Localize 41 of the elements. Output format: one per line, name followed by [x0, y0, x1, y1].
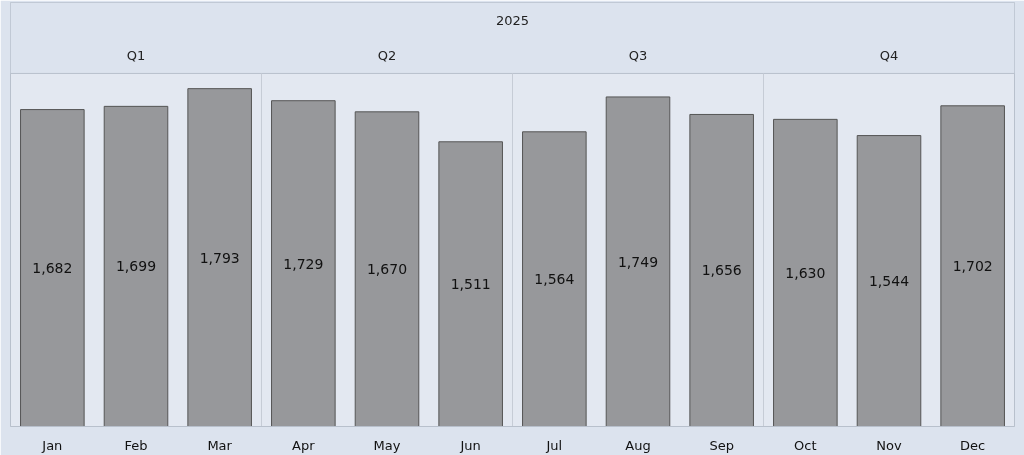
text: Q2 [377, 48, 397, 64]
x-tick-label: Aug [625, 437, 651, 453]
data-label: 1,682 [32, 260, 73, 277]
x-tick-label: Mar [207, 437, 233, 453]
data-label: 1,793 [199, 249, 240, 266]
data-label: 1,656 [701, 262, 742, 279]
bar [522, 131, 587, 427]
x-tick-label: Apr [292, 437, 316, 453]
bar [20, 109, 85, 427]
data-label: 1,699 [115, 258, 157, 275]
bar [354, 111, 420, 427]
bar [773, 118, 838, 427]
bar [605, 96, 671, 427]
data-label: 1,702 [952, 258, 993, 275]
x-tick-label: Jul [545, 437, 563, 453]
x-tick-label: Feb [124, 437, 148, 453]
bar [187, 88, 252, 427]
text: Q4 [879, 48, 899, 64]
data-label: 1,729 [283, 255, 324, 272]
x-tick-label: Nov [876, 437, 902, 453]
x-tick-label: Jan [41, 437, 63, 453]
data-label: 1,630 [785, 264, 826, 281]
x-tick-label: Sep [709, 437, 734, 453]
x-tick-label: May [373, 437, 401, 453]
data-label: 1,564 [534, 271, 575, 288]
bar [856, 135, 922, 427]
text: Q1 [126, 48, 146, 64]
chart-title: 2025 [495, 12, 530, 28]
bar [438, 141, 503, 427]
x-tick-label: Jun [459, 437, 481, 453]
text: Q3 [628, 48, 648, 64]
bar [940, 105, 1005, 427]
bar [103, 105, 169, 427]
bar [689, 113, 754, 427]
bar [271, 100, 336, 427]
data-label: 1,670 [366, 261, 408, 278]
data-label: 1,749 [617, 253, 659, 270]
x-tick-label: Oct [794, 437, 817, 453]
data-label: 1,511 [450, 276, 491, 293]
data-label: 1,544 [868, 273, 910, 290]
x-tick-label: Dec [960, 437, 986, 453]
